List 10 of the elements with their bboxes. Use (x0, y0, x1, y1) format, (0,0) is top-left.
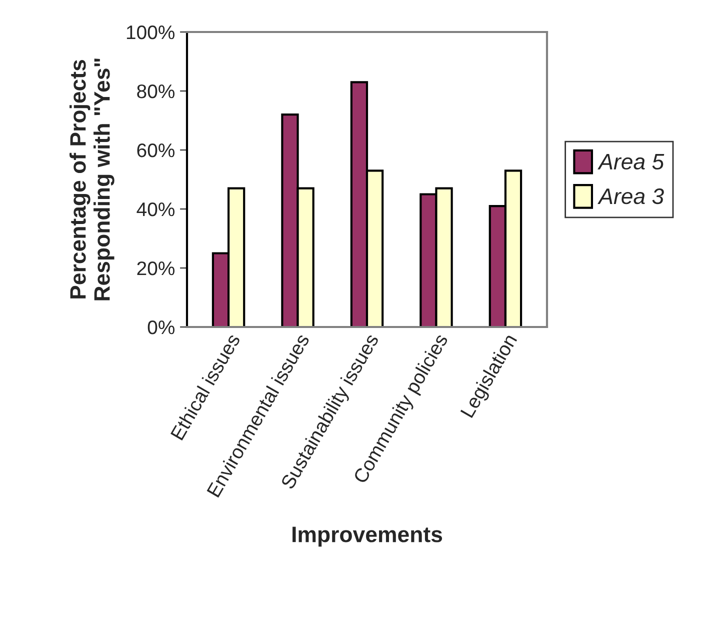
y-tick-label: 20% (137, 261, 175, 276)
x-axis-title: Improvements (292, 526, 442, 547)
y-tick-label: 60% (137, 143, 175, 158)
legend-label: Area 3 (598, 188, 664, 204)
y-tick-label: 0% (148, 320, 175, 334)
legend-label: Area 5 (598, 154, 664, 170)
y-tick-label: 80% (137, 84, 175, 98)
y-axis-title: Percentage of Projects Responding with "Yes" (70, 58, 114, 300)
y-tick-label: 100% (126, 25, 175, 40)
y-tick-label: 40% (136, 202, 175, 216)
